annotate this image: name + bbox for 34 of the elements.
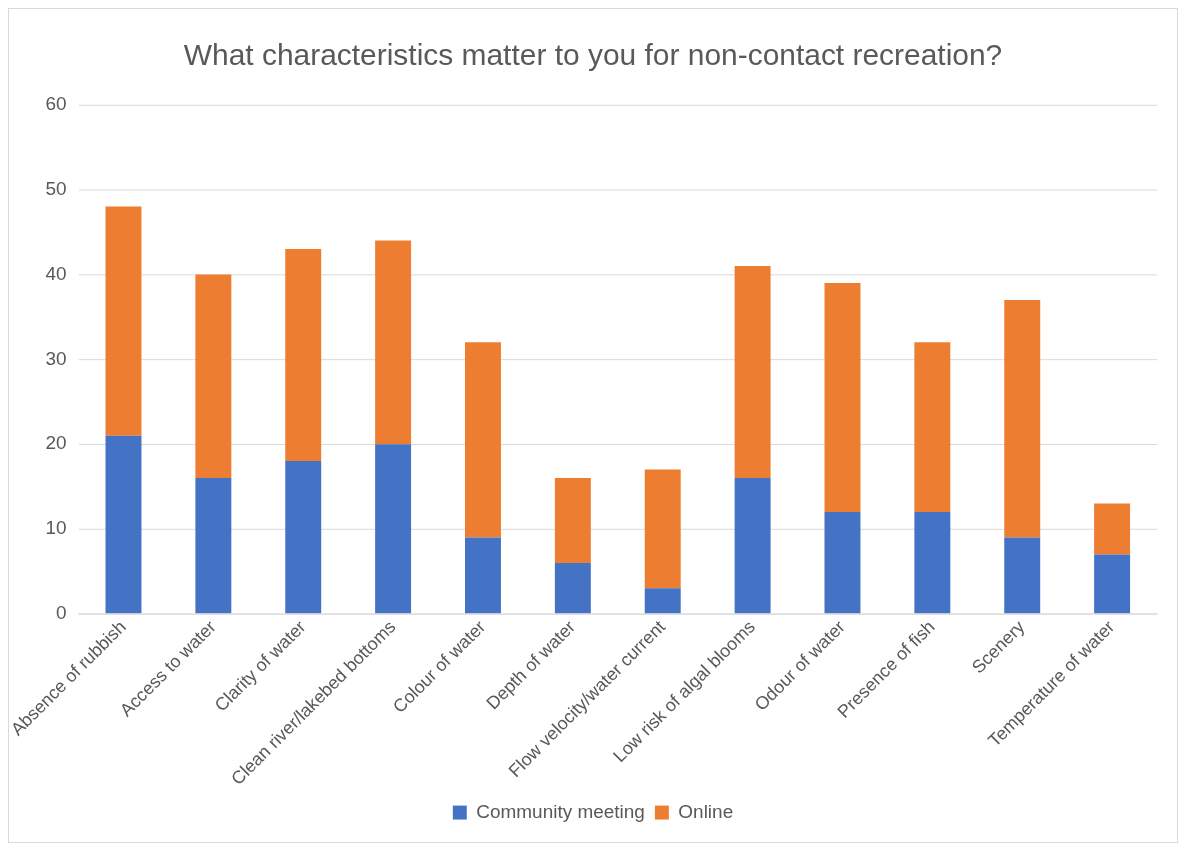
- y-tick-label: 50: [45, 177, 67, 199]
- bar: [734, 265, 771, 479]
- bar: [285, 461, 322, 614]
- bar: [465, 537, 501, 614]
- y-tick-label: 40: [45, 262, 67, 284]
- bar: [914, 342, 951, 512]
- bar: [734, 478, 771, 614]
- legend-label: Online: [678, 800, 734, 822]
- bar: [644, 469, 681, 589]
- y-tick-label: 20: [45, 432, 67, 454]
- bar: [824, 282, 861, 512]
- bar: [1004, 537, 1041, 614]
- bar: [465, 342, 501, 538]
- bar: [554, 478, 591, 563]
- legend-label: Community meeting: [476, 800, 645, 822]
- bar: [554, 562, 591, 614]
- bar: [1004, 299, 1041, 538]
- bar: [824, 512, 861, 614]
- y-tick-label: 10: [45, 517, 67, 539]
- bar: [644, 588, 681, 614]
- bar: [1094, 503, 1131, 555]
- chart-title: What characteristics matter to you for non-contact recreation?: [183, 38, 1003, 72]
- bar: [105, 206, 142, 436]
- bar: [375, 444, 412, 614]
- y-tick-label: 0: [56, 602, 67, 624]
- bar: [285, 249, 322, 462]
- bar: [195, 478, 232, 614]
- y-tick-label: 30: [45, 347, 67, 369]
- bar: [195, 274, 232, 479]
- y-tick-label: 60: [45, 93, 67, 114]
- bar: [1094, 554, 1131, 614]
- bar: [914, 512, 951, 614]
- bar: [375, 240, 412, 445]
- bar: [105, 435, 142, 614]
